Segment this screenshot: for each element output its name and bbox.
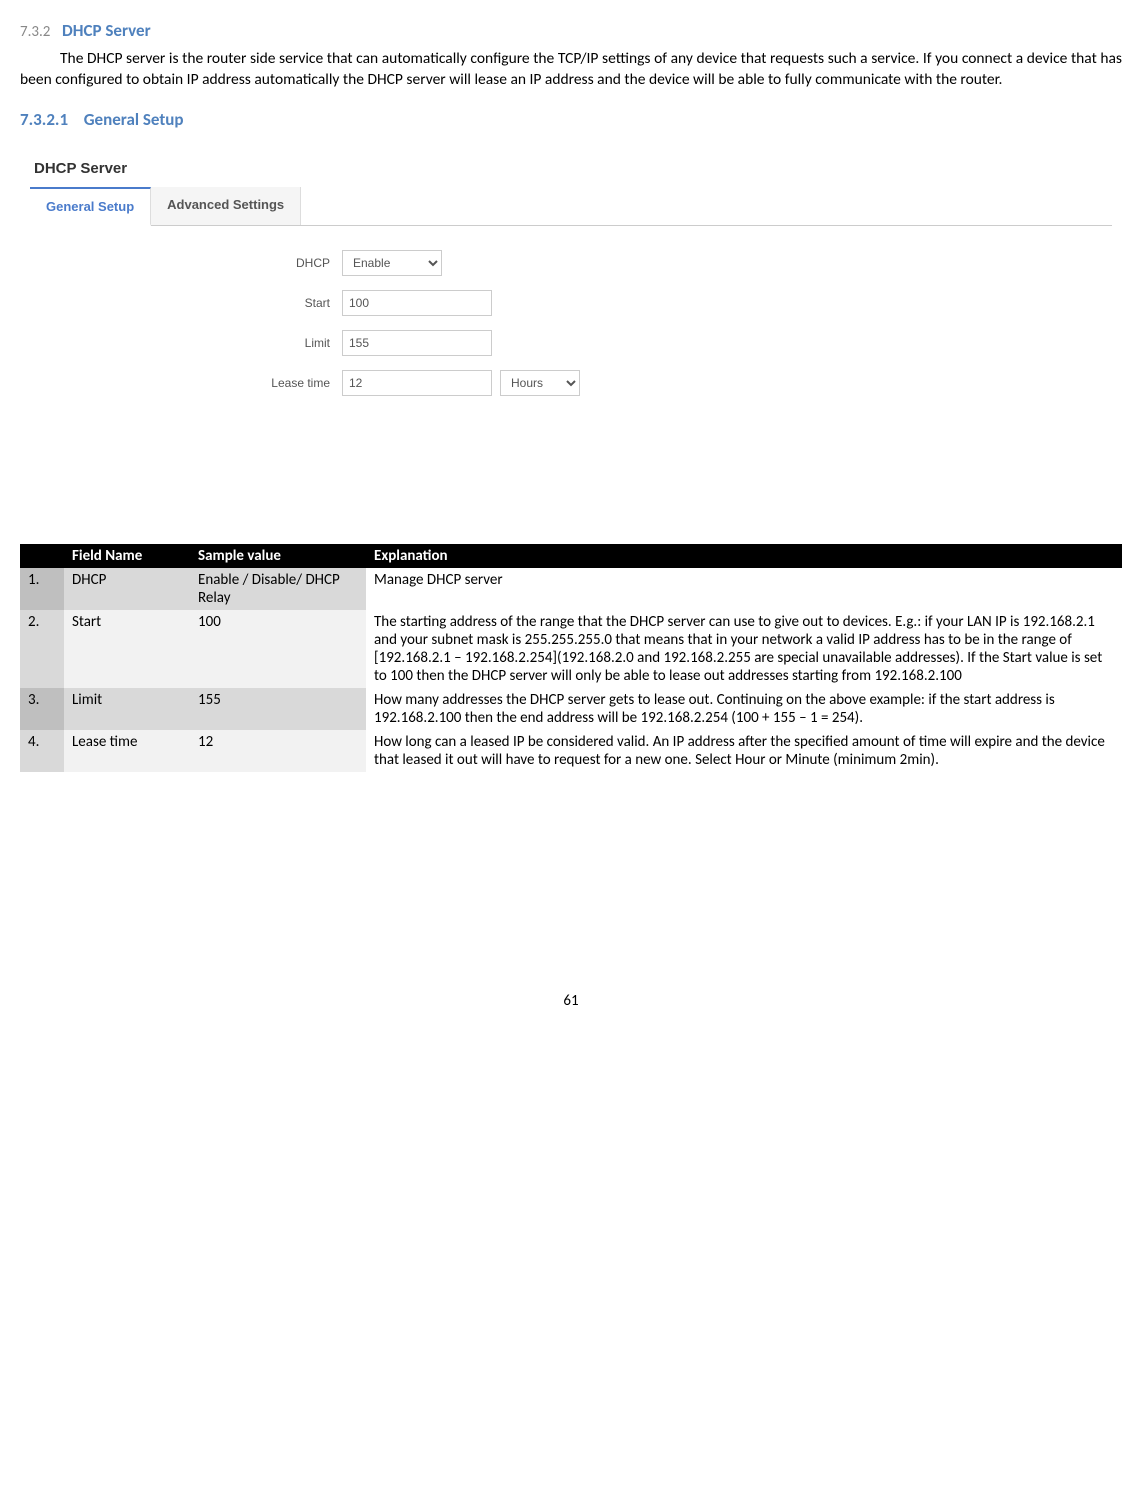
page-number: 61 <box>20 992 1122 1010</box>
th-field: Field Name <box>64 544 190 568</box>
input-start[interactable] <box>342 290 492 316</box>
label-lease: Lease time <box>30 376 342 390</box>
label-start: Start <box>30 296 342 310</box>
cell-explanation: The starting address of the range that t… <box>366 610 1122 688</box>
table-row: 2. Start 100 The starting address of the… <box>20 610 1122 688</box>
th-blank <box>20 544 64 568</box>
input-lease[interactable] <box>342 370 492 396</box>
section-heading: 7.3.2 DHCP Server <box>20 20 1122 41</box>
cell-num: 2. <box>20 610 64 688</box>
cell-field: Lease time <box>64 730 190 772</box>
cell-field: Limit <box>64 688 190 730</box>
input-limit[interactable] <box>342 330 492 356</box>
dhcp-form: DHCP Enable Start Limit Lease time Hours <box>30 226 1112 434</box>
cell-explanation: Manage DHCP server <box>366 568 1122 610</box>
cell-sample: 155 <box>190 688 366 730</box>
select-lease-unit[interactable]: Hours <box>500 370 580 396</box>
cell-sample: Enable / Disable/ DHCP Relay <box>190 568 366 610</box>
tab-general-setup[interactable]: General Setup <box>30 187 151 226</box>
dhcp-screenshot: DHCP Server General Setup Advanced Setti… <box>20 144 1122 464</box>
section-title: DHCP Server <box>62 20 151 41</box>
cell-num: 1. <box>20 568 64 610</box>
cell-num: 4. <box>20 730 64 772</box>
cell-explanation: How long can a leased IP be considered v… <box>366 730 1122 772</box>
select-dhcp[interactable]: Enable <box>342 250 442 276</box>
cell-num: 3. <box>20 688 64 730</box>
table-row: 3. Limit 155 How many addresses the DHCP… <box>20 688 1122 730</box>
cell-field: DHCP <box>64 568 190 610</box>
table-row: 4. Lease time 12 How long can a leased I… <box>20 730 1122 772</box>
label-limit: Limit <box>30 336 342 350</box>
th-explanation: Explanation <box>366 544 1122 568</box>
th-sample: Sample value <box>190 544 366 568</box>
panel-title: DHCP Server <box>30 154 1112 187</box>
cell-sample: 12 <box>190 730 366 772</box>
cell-field: Start <box>64 610 190 688</box>
subsection-title: General Setup <box>84 109 184 130</box>
cell-sample: 100 <box>190 610 366 688</box>
field-table: Field Name Sample value Explanation 1. D… <box>20 544 1122 772</box>
label-dhcp: DHCP <box>30 256 342 270</box>
tab-advanced-settings[interactable]: Advanced Settings <box>151 187 301 225</box>
section-number: 7.3.2 <box>20 23 50 41</box>
subsection-heading: 7.3.2.1 General Setup <box>20 109 1122 130</box>
tabs: General Setup Advanced Settings <box>30 187 1112 226</box>
table-row: 1. DHCP Enable / Disable/ DHCP Relay Man… <box>20 568 1122 610</box>
subsection-number: 7.3.2.1 <box>20 109 68 130</box>
cell-explanation: How many addresses the DHCP server gets … <box>366 688 1122 730</box>
section-body: The DHCP server is the router side servi… <box>20 49 1122 91</box>
